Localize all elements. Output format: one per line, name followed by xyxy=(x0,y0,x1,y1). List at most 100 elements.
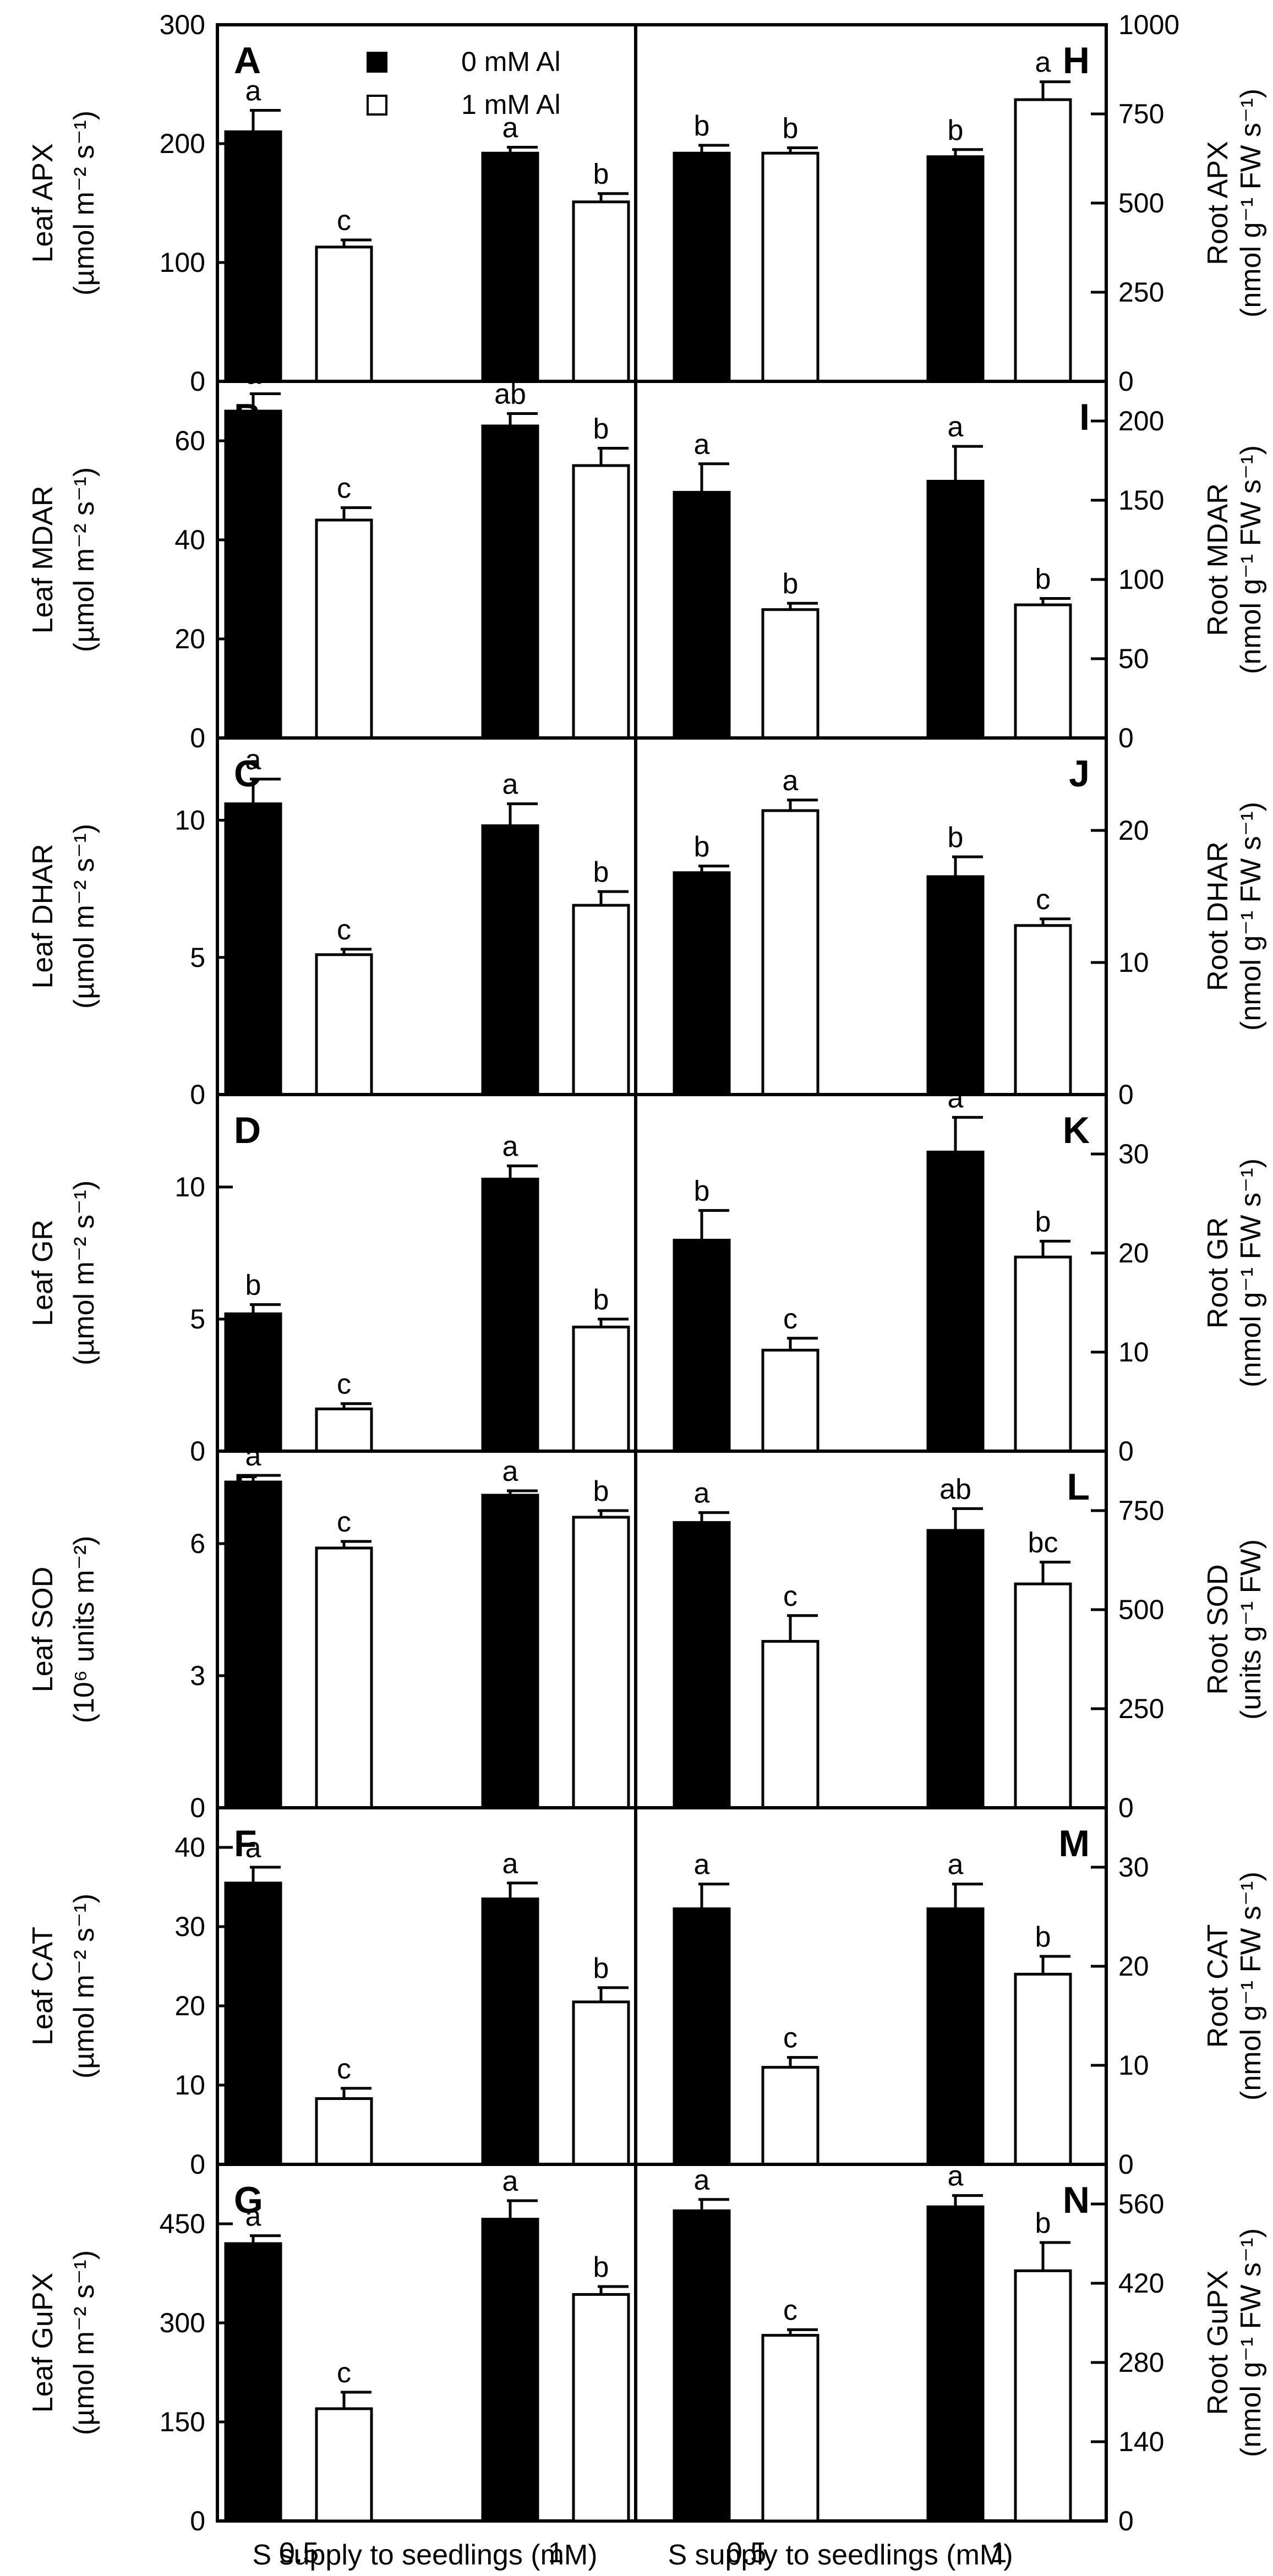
y-axis-unit: (µmol m⁻² s⁻¹) xyxy=(68,111,100,296)
y-tick-label: 0 xyxy=(1118,2149,1134,2180)
panel-letter: C xyxy=(234,753,261,795)
y-tick-label: 60 xyxy=(174,425,205,456)
panel-c: 0 5 10 Leaf DHAR (µmol m⁻² s⁻¹) Ca a c b xyxy=(27,736,637,1110)
bar-0mM-0.5 xyxy=(224,1882,282,2166)
bar-0mM-0.5 xyxy=(673,151,731,383)
legend-swatch-1mM xyxy=(367,95,387,116)
y-tick-label: 0 xyxy=(1118,2506,1134,2536)
y-axis-unit: (µmol m⁻² s⁻¹) xyxy=(68,467,100,652)
significance-letter: a xyxy=(948,1849,964,1881)
bar-1mM-1 xyxy=(572,2000,630,2166)
significance-letter: c xyxy=(783,1580,797,1612)
significance-letter: b xyxy=(948,114,964,146)
significance-letter: a xyxy=(502,1131,518,1163)
bar-1mM-1 xyxy=(1014,1972,1072,2166)
x-tick-label: 0.5 xyxy=(726,2537,766,2569)
bar-1mM-1 xyxy=(572,464,630,740)
y-tick-label: 100 xyxy=(1118,564,1164,595)
y-axis-label: Leaf SOD xyxy=(27,1567,59,1692)
significance-letter: c xyxy=(337,2053,351,2085)
y-tick-label: 0 xyxy=(1118,1792,1134,1823)
bar-1mM-0.5 xyxy=(315,2407,373,2523)
x-axis-title-right: S supply to seedlings (mM) xyxy=(668,2539,1013,2571)
panel-letter: K xyxy=(1063,1109,1090,1151)
panel-g: 0 150 300 450 Leaf GuPX (µmol m⁻² s⁻¹) Ga a c b 0.… xyxy=(27,2163,637,2569)
y-axis-label: Root SOD xyxy=(1202,1565,1234,1695)
bar-1mM-0.5 xyxy=(761,151,819,383)
significance-letter: a xyxy=(502,769,518,801)
bar-0mM-1 xyxy=(926,1150,985,1453)
panel-h: 0 250 500 750 1000 Root APX (nmol g⁻¹ FW s⁻¹) H… xyxy=(634,9,1267,397)
y-tick-label: 20 xyxy=(1118,1951,1149,1982)
bar-0mM-0.5 xyxy=(224,1312,282,1453)
bar-0mM-1 xyxy=(481,2218,539,2523)
panel-letter: H xyxy=(1063,40,1090,81)
y-tick-label: 750 xyxy=(1118,99,1164,129)
significance-letter: b xyxy=(593,856,609,888)
y-tick-label: 0 xyxy=(190,2149,205,2180)
bar-0mM-1 xyxy=(926,1529,985,1809)
significance-letter: a xyxy=(502,2165,518,2197)
panel-m: 0 10 20 30 Root CAT (nmol g⁻¹ FW s⁻¹) Ma a c b xyxy=(634,1806,1267,2180)
y-tick-label: 10 xyxy=(1118,947,1149,978)
bar-0mM-0.5 xyxy=(673,1521,731,1809)
significance-letter: b xyxy=(694,110,710,142)
bar-0mM-0.5 xyxy=(224,2242,282,2523)
y-axis-label: Root MDAR xyxy=(1202,483,1234,636)
significance-letter: a xyxy=(948,1082,964,1114)
bar-0mM-1 xyxy=(481,424,539,740)
significance-letter: c xyxy=(783,2022,797,2054)
panel-l: 0 250 500 750 Root SOD (units g⁻¹ FW) La ab c bc xyxy=(634,1450,1267,1823)
significance-letter: c xyxy=(337,1369,351,1401)
significance-letter: b xyxy=(783,113,799,145)
panel-n: 0 140 280 420 560 Root GuPX (nmol g⁻¹ FW s⁻¹) N… xyxy=(634,2161,1267,2569)
panel-f: 0 10 20 30 40 Leaf CAT (µmol m⁻² s⁻¹) Fa a c b xyxy=(27,1806,637,2180)
legend-swatch-0mM xyxy=(367,52,387,73)
bar-0mM-1 xyxy=(926,1907,985,2166)
bar-0mM-0.5 xyxy=(224,409,282,740)
y-axis-label: Root CAT xyxy=(1202,1924,1234,2048)
y-tick-label: 750 xyxy=(1118,1495,1164,1526)
bar-1mM-0.5 xyxy=(761,1348,819,1453)
y-axis-label: Leaf MDAR xyxy=(27,486,59,634)
y-tick-label: 420 xyxy=(1118,2268,1164,2299)
x-tick-label: 1 xyxy=(548,2537,564,2569)
significance-letter: ab xyxy=(939,1473,971,1505)
y-tick-label: 6 xyxy=(190,1528,205,1559)
significance-letter: b xyxy=(783,568,799,600)
bar-0mM-1 xyxy=(926,479,985,740)
significance-letter: a xyxy=(694,2164,710,2196)
significance-letter: c xyxy=(337,914,351,946)
y-tick-label: 10 xyxy=(174,2070,205,2101)
significance-letter: c xyxy=(337,2357,351,2389)
bar-1mM-0.5 xyxy=(315,1407,373,1453)
bar-0mM-1 xyxy=(481,1897,539,2166)
y-tick-label: 1000 xyxy=(1118,9,1179,40)
y-axis-label: Leaf GR xyxy=(27,1219,59,1326)
bar-0mM-1 xyxy=(926,155,985,383)
significance-letter: a xyxy=(245,744,261,776)
y-axis-unit: (µmol m⁻² s⁻¹) xyxy=(68,2250,100,2435)
bar-0mM-1 xyxy=(926,875,985,1096)
y-axis-unit: (nmol g⁻¹ FW s⁻¹) xyxy=(1235,1158,1267,1387)
significance-letter: a xyxy=(245,359,261,391)
y-tick-label: 300 xyxy=(160,2307,205,2338)
y-tick-label: 40 xyxy=(174,1832,205,1863)
panel-letter: M xyxy=(1058,1823,1090,1864)
significance-letter: b xyxy=(593,1475,609,1507)
bar-0mM-0.5 xyxy=(224,802,282,1096)
y-axis-unit: (nmol g⁻¹ FW s⁻¹) xyxy=(1235,1872,1267,2101)
y-tick-label: 0 xyxy=(1118,723,1134,753)
significance-letter: b xyxy=(593,413,609,445)
significance-letter: bc xyxy=(1028,1527,1058,1559)
y-axis-label: Leaf APX xyxy=(27,144,59,263)
bar-1mM-0.5 xyxy=(315,518,373,740)
y-tick-label: 0 xyxy=(1118,1079,1134,1110)
bar-1mM-1 xyxy=(572,1516,630,1809)
bar-0mM-0.5 xyxy=(673,1907,731,2166)
y-axis-label: Root GR xyxy=(1202,1217,1234,1328)
